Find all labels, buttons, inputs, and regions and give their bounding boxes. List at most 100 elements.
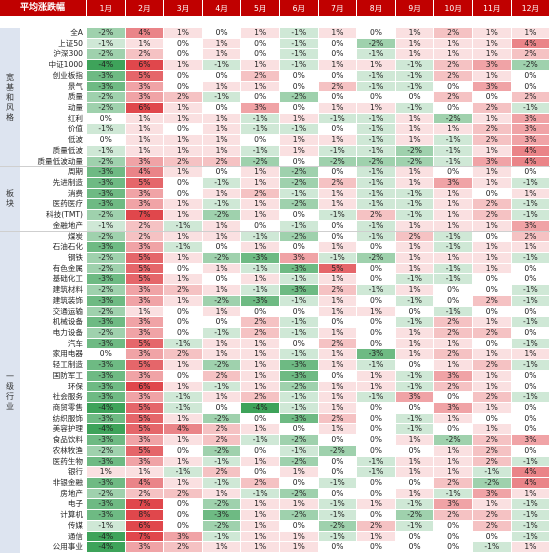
heat-cell: 0% xyxy=(164,188,203,200)
heat-cell: 1% xyxy=(164,28,203,39)
heat-cell: -2% xyxy=(202,520,242,532)
heat-cell: 0% xyxy=(280,520,319,532)
row-label: 建筑材料 xyxy=(20,285,87,296)
heat-cell: 1% xyxy=(395,28,435,39)
heat-cell: 0% xyxy=(511,381,550,393)
heat-cell: -2% xyxy=(87,103,126,114)
heat-cell: 1% xyxy=(125,38,165,50)
heat-cell: 1% xyxy=(434,467,473,478)
heat-cell: 2% xyxy=(318,81,358,93)
heat-cell: 2% xyxy=(473,124,512,136)
heat-cell: 1% xyxy=(280,145,319,157)
heat-cell: -2% xyxy=(87,328,126,339)
heat-cell: 1% xyxy=(164,231,203,243)
row-label: 红利 xyxy=(20,113,87,125)
row-label: 交通运输 xyxy=(20,306,87,318)
heat-cell: -2% xyxy=(318,445,358,457)
heat-cell: 1% xyxy=(395,242,435,253)
heat-cell: -2% xyxy=(395,145,435,157)
heat-cell: -1% xyxy=(511,317,550,328)
heat-cell: 2% xyxy=(202,424,242,436)
heat-cell: -1% xyxy=(280,295,319,307)
row-label: 家用电器 xyxy=(20,349,87,361)
heat-cell: 3% xyxy=(241,103,280,114)
row-label: 轻工制造 xyxy=(20,360,87,371)
group-label-3: 一级行业 xyxy=(0,231,20,553)
heat-cell: -3% xyxy=(87,167,126,178)
heat-cell: 0% xyxy=(318,435,358,446)
heat-cell: -3% xyxy=(241,295,280,307)
heat-cell: 0% xyxy=(511,403,550,414)
heat-cell: 2% xyxy=(164,542,203,553)
heat-cell: -2% xyxy=(202,253,242,264)
heat-cell: 5% xyxy=(125,424,165,436)
row-label: 医药医疗 xyxy=(20,199,87,211)
heat-cell: 1% xyxy=(434,199,473,211)
heat-cell: 1% xyxy=(280,499,319,511)
heat-cell: 2% xyxy=(318,413,358,425)
heat-cell: 0% xyxy=(434,392,473,403)
row-label: 商贸零售 xyxy=(20,403,87,414)
heat-cell: -1% xyxy=(511,392,550,403)
heat-cell: 1% xyxy=(164,199,203,211)
heat-cell: 0% xyxy=(434,167,473,178)
column-header-9: 9月 xyxy=(395,0,435,17)
heat-cell: -1% xyxy=(280,28,319,39)
heat-cell: 3% xyxy=(125,435,165,446)
heat-cell: 3% xyxy=(125,199,165,211)
heat-cell: -2% xyxy=(87,445,126,457)
heat-cell: 0% xyxy=(434,285,473,296)
column-header-5: 5月 xyxy=(241,0,280,17)
heat-cell: 0% xyxy=(357,28,396,39)
row-label: 房地产 xyxy=(20,488,87,500)
heat-cell: 0% xyxy=(202,403,242,414)
heat-cell: 0% xyxy=(164,317,203,328)
heat-cell: 7% xyxy=(125,531,165,543)
heat-cell: -2% xyxy=(434,435,473,446)
heat-cell: 2% xyxy=(434,328,473,339)
heat-cell: 8% xyxy=(125,510,165,521)
row-label: 周期 xyxy=(20,167,87,178)
heat-cell: -1% xyxy=(357,467,396,478)
heat-cell: 1% xyxy=(280,542,319,553)
heat-cell: 2% xyxy=(473,103,512,114)
heat-cell: -3% xyxy=(202,510,242,521)
heat-cell: 0% xyxy=(164,520,203,532)
heat-cell: 1% xyxy=(473,370,512,382)
heat-cell: 0% xyxy=(164,38,203,50)
heat-cell: -3% xyxy=(87,199,126,211)
heat-cell: -2% xyxy=(280,488,319,500)
heat-cell: 0% xyxy=(434,424,473,436)
heat-cell: 0% xyxy=(434,542,473,553)
heat-cell: 0% xyxy=(318,456,358,468)
heat-cell: 2% xyxy=(434,28,473,39)
row-label: 质量低波动量 xyxy=(20,156,87,168)
heat-cell: -1% xyxy=(395,520,435,532)
heat-cell: 1% xyxy=(318,381,358,393)
heat-cell: 1% xyxy=(318,424,358,436)
heat-cell: -2% xyxy=(280,92,319,103)
heat-cell: -2% xyxy=(87,210,126,221)
heat-cell: -3% xyxy=(280,370,319,382)
heat-cell: 0% xyxy=(357,263,396,275)
heat-cell: 2% xyxy=(511,231,550,243)
heat-cell: -1% xyxy=(280,274,319,286)
heat-cell: 0% xyxy=(280,338,319,350)
heat-cell: 2% xyxy=(473,328,512,339)
heat-cell: 1% xyxy=(280,113,319,125)
heat-cell: 3% xyxy=(125,81,165,93)
heat-cell: -1% xyxy=(87,38,126,50)
heat-cell: -1% xyxy=(280,60,319,71)
heat-cell: 3% xyxy=(511,435,550,446)
heat-cell: -2% xyxy=(318,520,358,532)
heat-cell: -1% xyxy=(87,145,126,157)
heat-cell: 2% xyxy=(473,392,512,403)
heat-cell: 0% xyxy=(357,317,396,328)
heat-cell: 0% xyxy=(241,413,280,425)
heat-cell: 1% xyxy=(473,70,512,82)
group-separator xyxy=(0,166,550,168)
row-label: 沪深300 xyxy=(20,49,87,61)
heat-cell: 0% xyxy=(164,328,203,339)
heat-cell: 2% xyxy=(434,92,473,103)
heat-cell: -4% xyxy=(87,424,126,436)
